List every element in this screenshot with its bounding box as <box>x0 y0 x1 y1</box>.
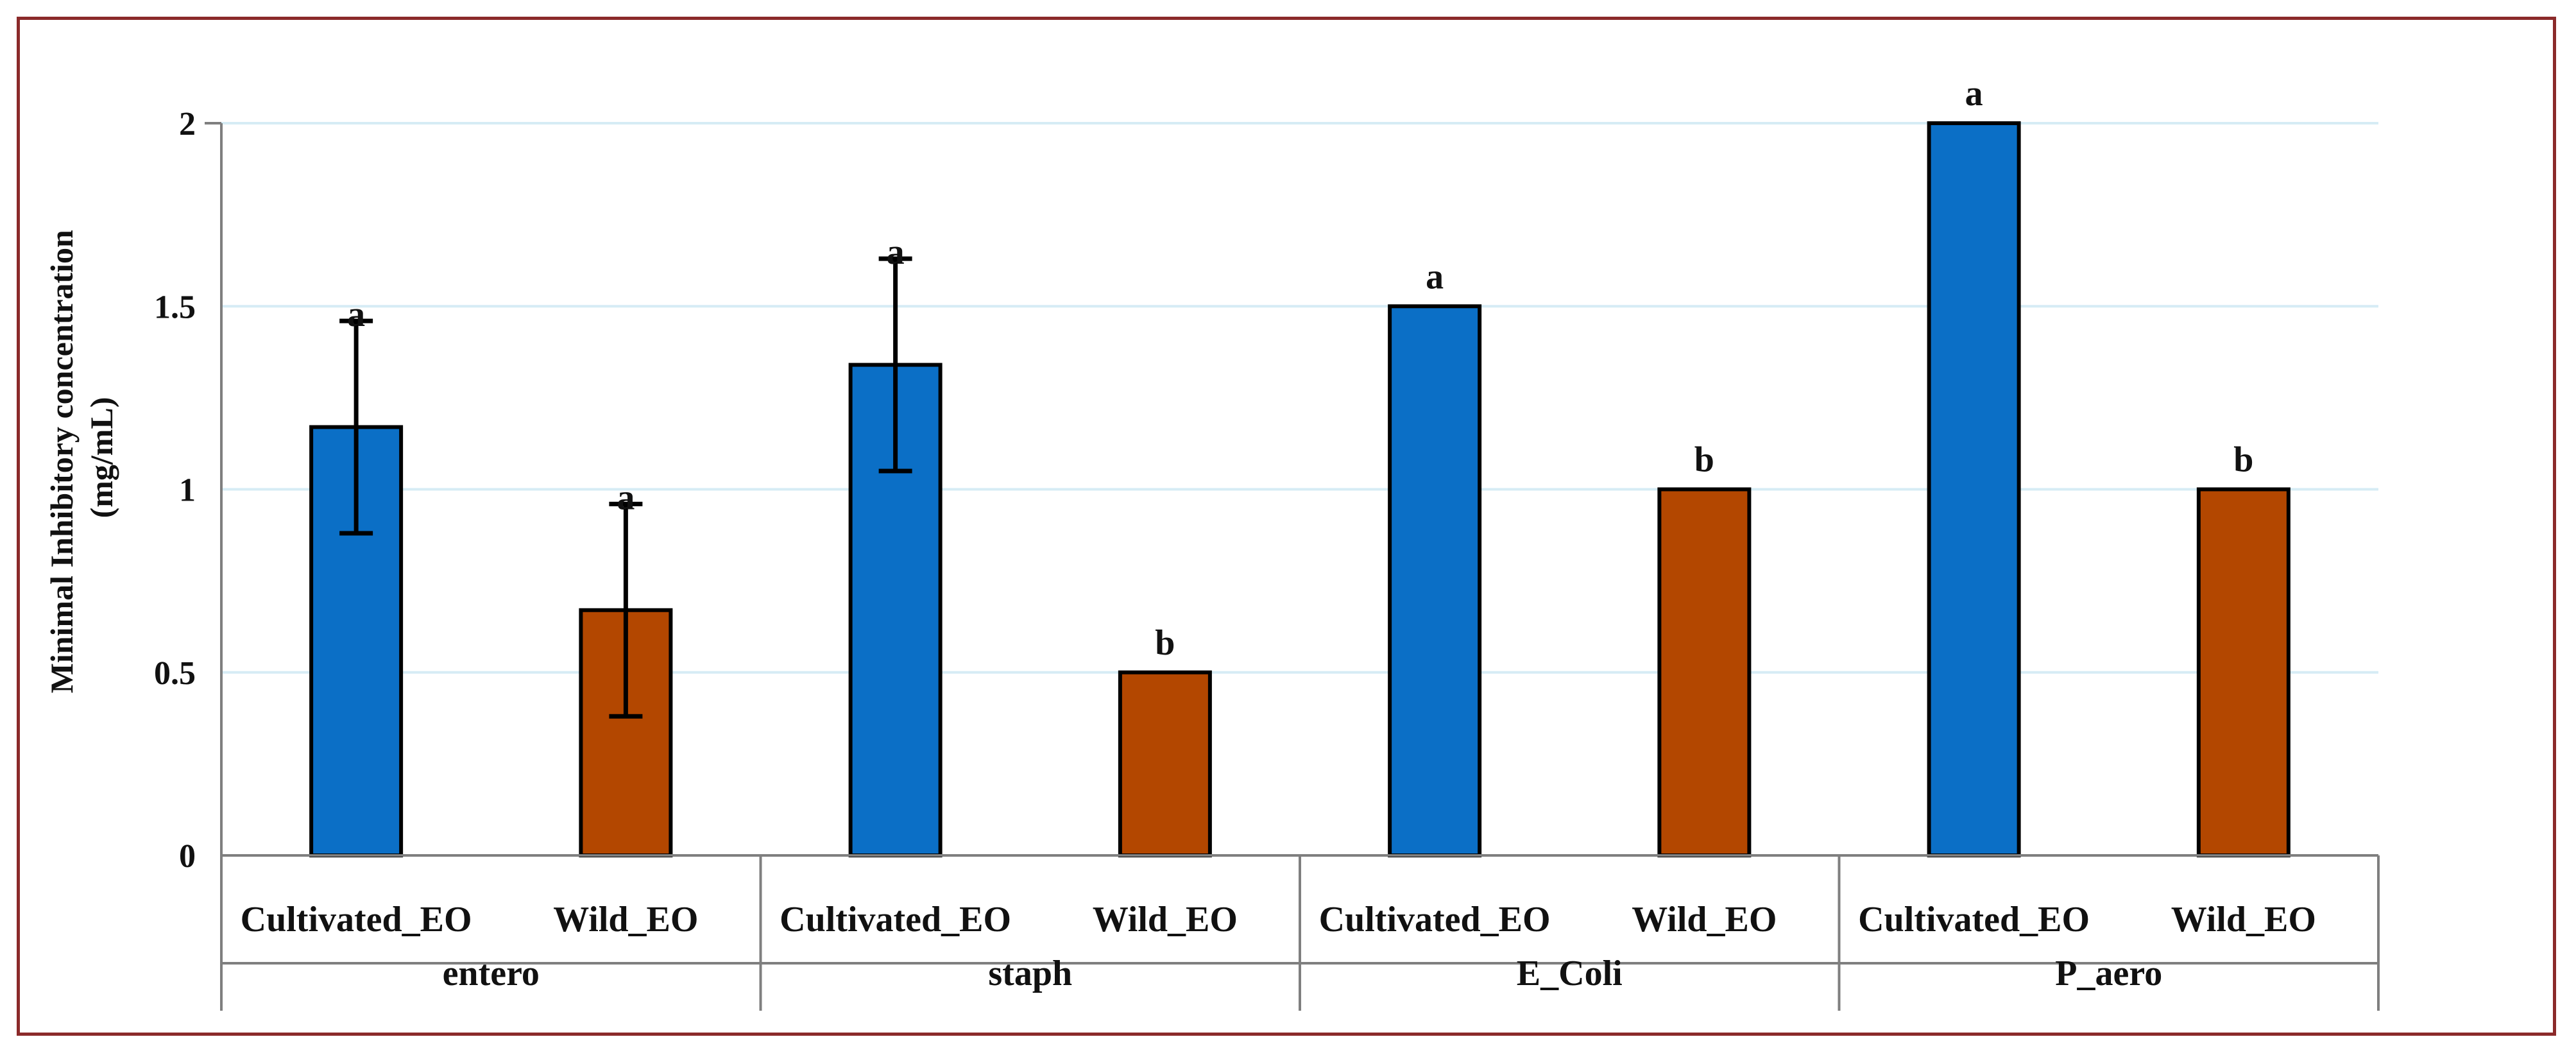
category-label: Wild_EO <box>1093 900 1238 939</box>
significance-letter: a <box>347 295 365 334</box>
category-label: Wild_EO <box>553 900 698 939</box>
y-axis-title: Minimal Inhibitory concentration (mg/mL) <box>44 222 119 694</box>
y-tick-label: 1 <box>179 472 196 509</box>
y-axis-title-line-1: Minimal Inhibitory concentration <box>44 230 80 693</box>
significance-letter: b <box>1155 623 1175 663</box>
y-tick-label: 2 <box>179 106 196 142</box>
y-axis-title-line-2: (mg/mL) <box>83 397 119 519</box>
category-label: Cultivated_EO <box>1858 900 2090 939</box>
axes <box>205 122 2380 1011</box>
bar <box>2196 487 2290 857</box>
significance-letter: a <box>887 232 905 272</box>
group-label: entero <box>443 954 540 993</box>
y-tick-label: 1.5 <box>154 289 196 325</box>
category-label: Cultivated_EO <box>780 900 1011 939</box>
category-label: Cultivated_EO <box>241 900 472 939</box>
y-tick-label: 0 <box>179 838 196 875</box>
category-label: Wild_EO <box>1632 900 1777 939</box>
category-label: Wild_EO <box>2171 900 2316 939</box>
category-label: Cultivated_EO <box>1319 900 1551 939</box>
bar <box>1388 304 1482 857</box>
bar <box>1118 670 1212 857</box>
y-tick-label: 0.5 <box>154 655 196 692</box>
significance-letter: a <box>617 477 635 517</box>
significance-letter: b <box>2233 440 2253 480</box>
gridlines <box>221 122 2378 674</box>
significance-letter: a <box>1965 74 1983 114</box>
significance-letter: a <box>1426 257 1444 296</box>
bar <box>1657 487 1752 857</box>
group-label: P_aero <box>2055 954 2162 993</box>
group-label: staph <box>988 954 1072 993</box>
group-label: E_Coli <box>1517 954 1623 993</box>
bar <box>1927 121 2021 857</box>
significance-letter: b <box>1694 440 1714 480</box>
